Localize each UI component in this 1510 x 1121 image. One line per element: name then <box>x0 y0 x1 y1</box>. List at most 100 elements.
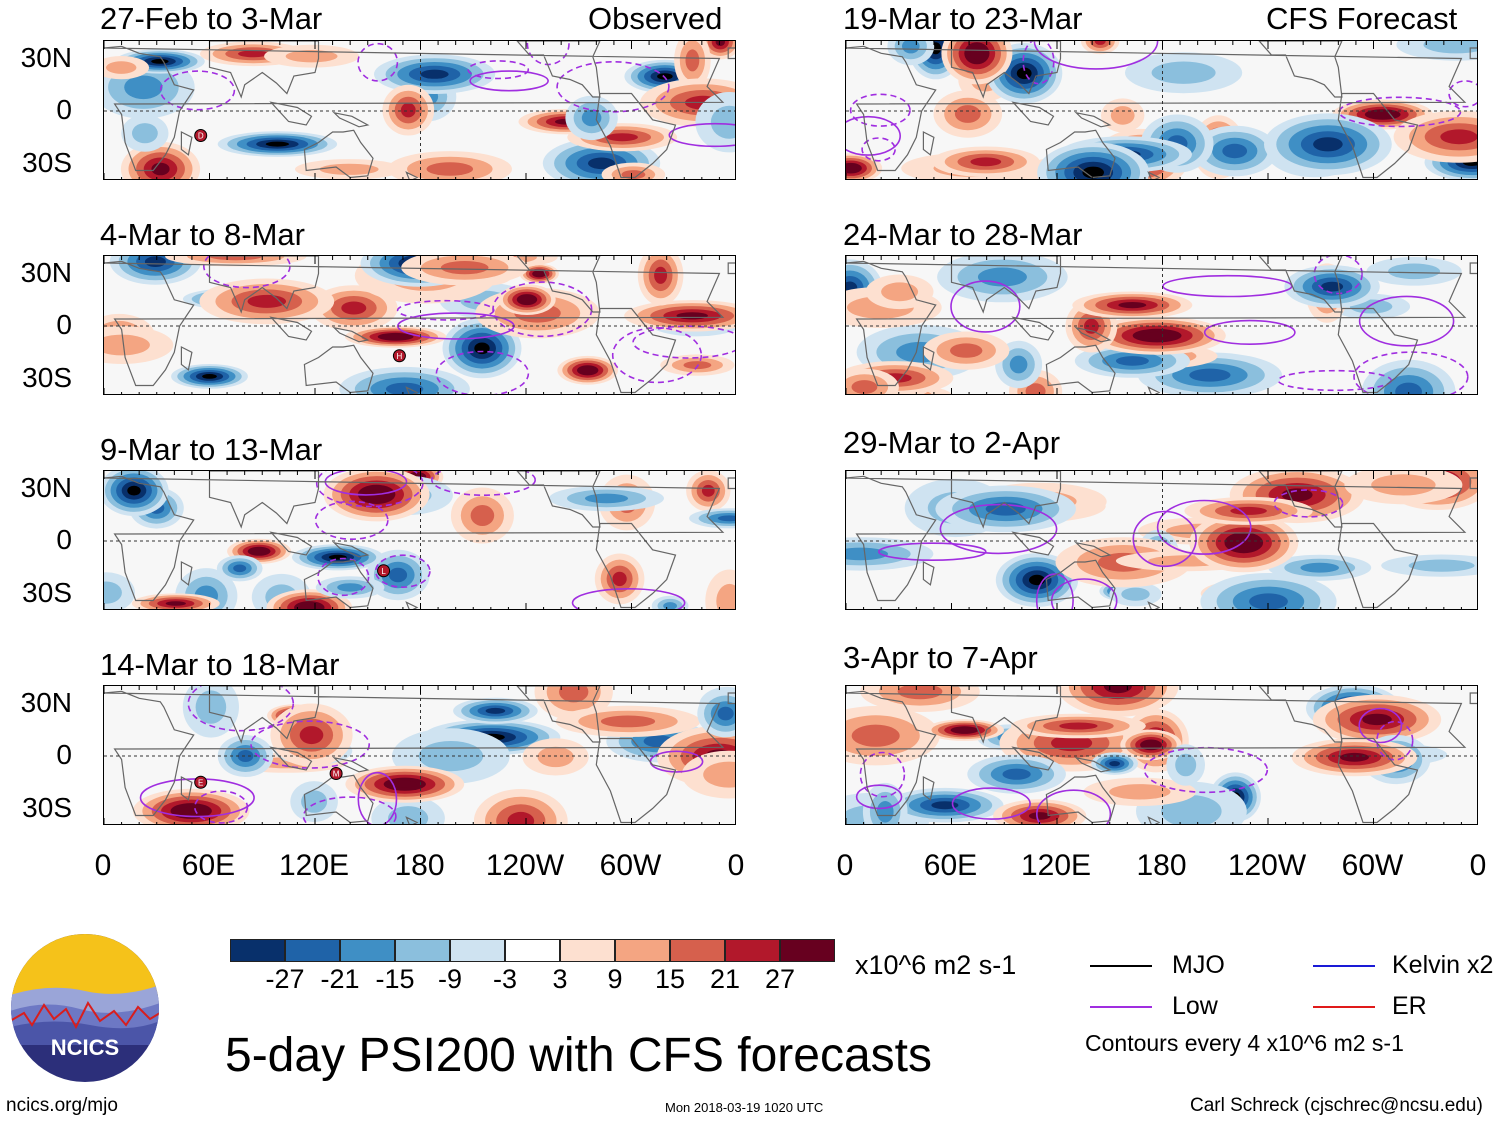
anomaly-blob <box>588 157 615 170</box>
lon-label: 0 <box>1469 849 1487 882</box>
anomaly-blob <box>876 801 894 823</box>
low-contour <box>374 554 431 588</box>
legend-kelvin-label: Kelvin x2 <box>1392 951 1494 979</box>
panel-title-7: 3-Apr to 7-Apr <box>843 640 1038 675</box>
legend-mjo-line <box>1090 965 1152 967</box>
anomaly-blob <box>1109 761 1120 767</box>
anomaly-blob <box>950 343 983 358</box>
anomaly-blob <box>179 806 203 816</box>
anomaly-blob <box>654 266 668 284</box>
colorbar-swatch <box>395 939 450 962</box>
anomaly-blob <box>165 601 186 606</box>
anomaly-blob <box>132 123 158 144</box>
anomaly-blob <box>581 109 602 127</box>
colorbar-units: x10^6 m2 s-1 <box>855 950 1017 980</box>
map-field: D <box>104 41 735 179</box>
anomaly-blob <box>584 493 629 504</box>
anomaly-blob <box>521 296 533 303</box>
anomaly-blob <box>1281 488 1313 502</box>
coastlines <box>104 41 735 179</box>
anomaly-blob <box>202 374 217 379</box>
colorbar-label: 21 <box>709 964 741 994</box>
anomaly-blob <box>426 162 474 176</box>
observed-header: Observed <box>588 1 723 36</box>
anomaly-blob <box>238 50 269 58</box>
svg-text:D: D <box>198 132 204 141</box>
anomaly-blob <box>1143 331 1171 340</box>
lon-label: 180 <box>394 849 445 882</box>
anomaly-blob <box>1300 562 1339 573</box>
anomaly-blob <box>299 726 324 745</box>
anomaly-blob <box>209 256 263 261</box>
panel-title-4: 19-Mar to 23-Mar <box>843 1 1083 36</box>
anomaly-blob <box>537 746 574 768</box>
lon-label: 180 <box>1136 849 1187 882</box>
low-contour <box>951 787 1031 820</box>
anomaly-blob <box>151 59 169 64</box>
legend-mjo-label: MJO <box>1172 951 1225 979</box>
anomaly-blob <box>600 715 656 728</box>
map-panel-observed-3: L <box>103 470 736 610</box>
map-panel-forecast-3 <box>845 470 1478 610</box>
low-contour <box>469 70 549 92</box>
lon-label: 120E <box>1020 849 1092 882</box>
svg-text:M: M <box>333 770 340 779</box>
anomaly-blob <box>104 581 122 604</box>
anomaly-blob <box>931 801 959 810</box>
map-panel-forecast-4 <box>845 685 1478 825</box>
coastlines <box>104 256 735 394</box>
low-contour <box>317 557 370 597</box>
anomaly-blob <box>1110 106 1135 125</box>
lat-label: 0 <box>56 309 72 340</box>
colorbar-swatch <box>450 939 505 962</box>
anomaly-blob <box>1440 129 1477 145</box>
colorbar-swatch <box>340 939 395 962</box>
lon-label: 60W <box>599 849 662 882</box>
anomaly-blob <box>440 261 489 275</box>
lon-label: 0 <box>727 849 745 882</box>
colorbar-swatch <box>230 939 285 962</box>
main-title: 5-day PSI200 with CFS forecasts <box>225 1029 932 1082</box>
low-contour <box>187 686 295 732</box>
anomaly-blob <box>612 571 627 587</box>
anomaly-blob <box>1249 593 1288 609</box>
anomaly-blob <box>1082 166 1104 179</box>
ncics-logo: NCICS <box>11 934 159 1082</box>
low-contour <box>1313 256 1363 295</box>
anomaly-blob <box>846 547 888 561</box>
lat-label: 30N <box>20 471 72 503</box>
lat-label: 30N <box>20 256 72 288</box>
anomaly-blob <box>851 724 900 747</box>
lat-label: 0 <box>56 524 72 555</box>
anomaly-blob <box>285 50 338 63</box>
low-contour <box>159 70 236 111</box>
low-contour <box>1376 720 1414 761</box>
anomaly-blob <box>1395 382 1422 394</box>
anomaly-blob <box>337 583 363 592</box>
panel-title-6: 29-Mar to 2-Apr <box>843 425 1061 460</box>
colorbar-label: -15 <box>375 964 415 994</box>
panel-title-2: 9-Mar to 13-Mar <box>100 432 323 467</box>
low-contour <box>846 115 901 156</box>
legend-er-line <box>1313 1006 1375 1008</box>
anomaly-blob <box>715 41 725 46</box>
anomaly-blob <box>559 686 589 703</box>
colorbar-label: 15 <box>654 964 686 994</box>
footer-timestamp: Mon 2018-03-19 1020 UTC <box>665 1100 824 1115</box>
anomaly-blob <box>1371 474 1436 496</box>
contour-note: Contours every 4 x10^6 m2 s-1 <box>1085 1030 1404 1056</box>
anomaly-blob <box>701 484 715 497</box>
anomaly-blob <box>265 141 289 147</box>
coastlines <box>104 686 735 824</box>
low-contour <box>1132 510 1197 568</box>
anomaly-blob <box>237 750 254 762</box>
footer-url[interactable]: ncics.org/mjo <box>6 1095 118 1116</box>
anomaly-blob <box>1388 263 1441 280</box>
anomaly-blob <box>1109 784 1171 800</box>
anomaly-blob <box>1175 753 1197 777</box>
lat-label: 30N <box>20 686 72 718</box>
anomaly-blob <box>957 728 973 733</box>
anomaly-blob <box>1222 143 1248 159</box>
low-contour <box>357 771 398 824</box>
map-field <box>846 471 1477 609</box>
